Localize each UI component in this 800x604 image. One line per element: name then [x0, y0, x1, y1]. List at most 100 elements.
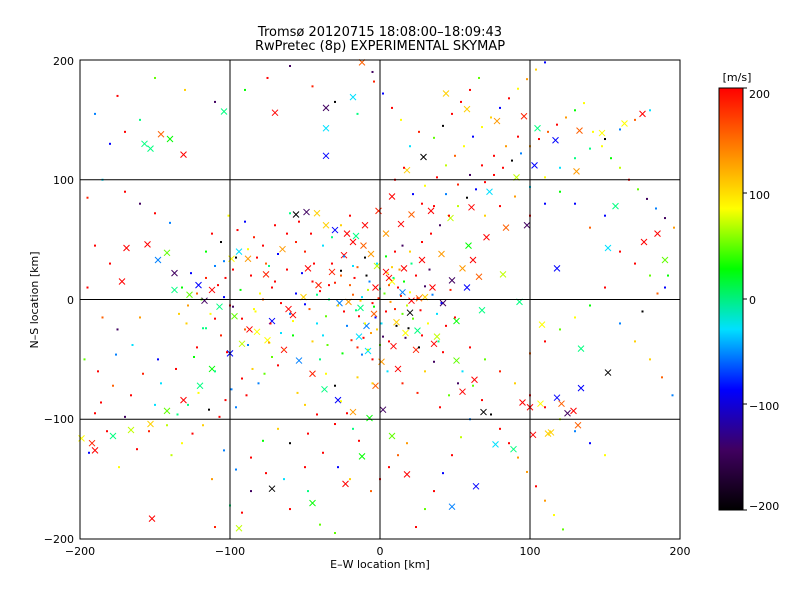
data-point-dot [88, 451, 90, 454]
data-point-dot [433, 490, 435, 493]
data-point-cross [195, 281, 202, 289]
data-point-cross [468, 203, 475, 211]
data-point-cross [520, 112, 528, 120]
data-point-dot [322, 451, 324, 454]
data-point-dot [445, 164, 447, 167]
data-point-dot [196, 292, 198, 295]
data-point-cross [469, 256, 477, 264]
data-point-cross [448, 276, 456, 284]
data-point-dot [295, 241, 297, 244]
data-point-dot [268, 341, 270, 344]
data-point-dot [226, 351, 228, 354]
data-point-dot [619, 128, 621, 131]
data-point-dot [175, 367, 177, 370]
data-point-dot [247, 248, 249, 251]
data-point-dot [373, 305, 375, 308]
data-point-cross [127, 426, 135, 434]
data-point-dot [239, 288, 242, 291]
data-point-dot [394, 250, 396, 253]
data-point-dot [559, 166, 561, 169]
data-point-dot [185, 322, 188, 325]
data-point-dot [277, 427, 279, 430]
data-point-dot [544, 202, 546, 205]
data-point-dot [385, 255, 387, 258]
data-point-dot [236, 229, 239, 232]
data-point-cross [397, 220, 405, 228]
data-point-dot [271, 286, 273, 289]
data-point-cross [570, 407, 577, 415]
data-point-dot [359, 299, 362, 302]
data-point-dot [176, 413, 179, 416]
data-point-dot [619, 166, 621, 169]
data-point-dot [364, 322, 366, 325]
data-point-dot [493, 173, 495, 176]
data-point-dot [565, 116, 567, 119]
data-point-dot [160, 382, 162, 385]
data-point-dot [319, 358, 321, 361]
data-point-dot [109, 142, 111, 145]
x-axis-ticks: −200 −100 0 100 200 [65, 545, 691, 558]
data-point-cross [564, 409, 571, 417]
data-point-dot [170, 454, 173, 457]
data-point-cross [639, 110, 646, 118]
data-point-cross [478, 306, 486, 314]
data-point-dot [157, 358, 159, 361]
data-point-cross [393, 318, 400, 326]
data-point-dot [154, 76, 156, 79]
data-point-dot [431, 293, 434, 296]
data-point-dot [433, 205, 435, 208]
data-point-cross [147, 145, 154, 152]
data-point-dot [230, 388, 233, 391]
data-point-dot [283, 478, 285, 481]
plot-frame [79, 59, 681, 540]
data-point-dot [661, 376, 663, 379]
data-point-dot [94, 412, 96, 415]
data-point-cross [442, 90, 450, 97]
data-point-dot [415, 274, 417, 277]
data-point-dot [421, 202, 423, 205]
data-point-cross [472, 482, 480, 490]
data-point-dot [86, 196, 89, 199]
data-point-cross [171, 286, 178, 294]
data-point-dot [343, 310, 345, 313]
colorbar-gradient [718, 87, 744, 511]
data-point-cross [148, 515, 156, 522]
data-point-dot [337, 466, 339, 469]
data-point-dot [331, 236, 333, 239]
data-point-dot [154, 212, 156, 215]
data-point-dot [442, 472, 444, 475]
data-point-dot [341, 352, 344, 355]
data-point-dot [457, 183, 459, 186]
data-point-cross [492, 441, 499, 448]
data-point-cross [246, 326, 253, 333]
data-point-dot [224, 276, 227, 279]
data-point-dot [574, 316, 576, 319]
data-point-dot [241, 317, 243, 320]
data-point-dot [265, 262, 267, 265]
data-point-dot [460, 436, 462, 439]
y-tick-label: 200 [53, 55, 74, 68]
data-point-dot [326, 344, 329, 347]
data-point-dot [505, 145, 507, 148]
data-point-dot [256, 256, 258, 259]
data-point-dot [268, 264, 270, 267]
data-point-cross [382, 230, 390, 237]
data-point-dot [641, 310, 644, 313]
data-point-dot [364, 256, 366, 259]
data-point-dot [139, 316, 141, 319]
data-point-dot [247, 344, 249, 347]
data-point-dot [604, 286, 606, 289]
data-point-dot [316, 322, 318, 325]
data-point-dot [445, 324, 447, 327]
data-point-cross [328, 268, 336, 276]
data-point-dot [202, 327, 204, 330]
data-point-dot [232, 305, 234, 308]
data-point-dot [187, 403, 189, 406]
chart-subtitle: RwPretec (8p) EXPERIMENTAL SKYMAP [255, 39, 505, 54]
data-point-dot [544, 499, 546, 502]
data-point-dot [100, 401, 102, 404]
data-point-cross [216, 303, 223, 311]
data-point-dot [178, 312, 180, 315]
data-point-dot [385, 310, 387, 313]
data-point-cross [553, 265, 561, 272]
